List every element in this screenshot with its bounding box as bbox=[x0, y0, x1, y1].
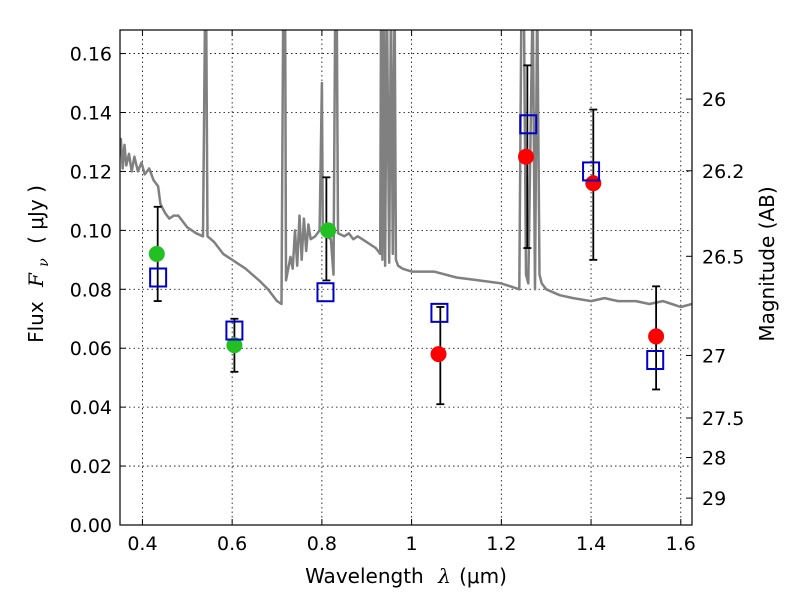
y-tick-label: 0.08 bbox=[70, 279, 112, 301]
x-axis-title-symbol: λ bbox=[437, 564, 451, 588]
ticks bbox=[120, 30, 692, 526]
data-point-circle bbox=[430, 346, 447, 363]
y-tick-label: 0.04 bbox=[70, 397, 112, 419]
x-tick-label: 1.4 bbox=[576, 533, 606, 555]
data-point-circle bbox=[226, 337, 243, 354]
y2-axis-title: Magnitude (AB) bbox=[755, 186, 779, 341]
y-axis-title: Flux F ν ( μJy ) bbox=[24, 185, 53, 343]
y-tick-label: 0.12 bbox=[70, 161, 112, 183]
error-bars bbox=[153, 64, 661, 406]
plot-frame bbox=[119, 29, 693, 526]
data-point-square bbox=[149, 267, 168, 288]
photometry-markers bbox=[148, 114, 665, 370]
y2-tick-label: 28 bbox=[702, 448, 726, 470]
data-point-square bbox=[582, 161, 601, 182]
y2-tick-label: 26 bbox=[702, 89, 726, 111]
y-tick-label: 0.02 bbox=[70, 456, 112, 478]
x-axis-title: Wavelength λ (μm) bbox=[305, 564, 507, 588]
x-axis-title-unit: (μm) bbox=[459, 564, 507, 588]
data-point-square bbox=[646, 350, 665, 370]
data-point-square bbox=[430, 302, 449, 323]
x-tick-label: 1 bbox=[406, 533, 418, 555]
data-point-square bbox=[316, 282, 335, 303]
y2-tick-label: 26.2 bbox=[702, 161, 744, 183]
data-point-square bbox=[225, 320, 244, 341]
tick-labels: 0.4 0.6 0.8 1 1.2 1.4 1.6 0.00 0.02 0.04 0.06 0.08 0… bbox=[70, 44, 745, 555]
y2-tick-label: 27 bbox=[702, 345, 726, 367]
model-spectrum bbox=[120, 30, 692, 309]
y-tick-label: 0.00 bbox=[70, 515, 112, 537]
x-tick-label: 1.6 bbox=[666, 533, 696, 555]
data-point-square bbox=[519, 114, 538, 135]
y-axis-title-unit: ( μJy ) bbox=[24, 185, 48, 244]
y-tick-label: 0.06 bbox=[70, 338, 112, 360]
grid bbox=[120, 30, 692, 525]
y-axis-title-prefix: Flux bbox=[24, 301, 48, 343]
y2-tick-label: 27.5 bbox=[702, 408, 744, 430]
x-tick-label: 0.6 bbox=[217, 533, 247, 555]
x-axis-title-prefix: Wavelength bbox=[305, 564, 424, 588]
y-axis-title-symbol: F bbox=[24, 272, 48, 288]
x-tick-label: 0.4 bbox=[127, 533, 157, 555]
y-tick-label: 0.16 bbox=[70, 44, 112, 66]
data-point-circle bbox=[518, 148, 535, 165]
y-tick-label: 0.14 bbox=[70, 103, 112, 125]
spectrum-line bbox=[120, 30, 692, 309]
x-tick-label: 0.8 bbox=[307, 533, 337, 555]
data-point-circle bbox=[148, 245, 165, 262]
data-point-circle bbox=[320, 222, 337, 239]
y2-tick-label: 29 bbox=[702, 488, 726, 510]
data-point-circle bbox=[648, 328, 665, 345]
x-tick-label: 1.2 bbox=[486, 533, 516, 555]
y-tick-label: 0.10 bbox=[70, 220, 112, 242]
y-axis-title-subscript: ν bbox=[36, 258, 52, 267]
y2-tick-label: 26.5 bbox=[702, 246, 744, 268]
